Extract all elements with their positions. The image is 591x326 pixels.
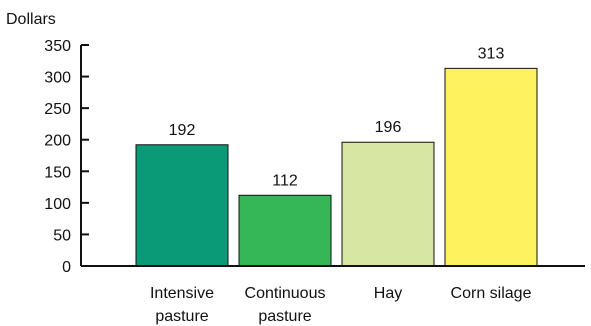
y-axis-label: Dollars <box>6 11 56 28</box>
y-tick-label-6: 300 <box>44 70 71 87</box>
data-label-1: 112 <box>272 172 298 189</box>
x-tick-label-1-1: pasture <box>258 308 311 325</box>
x-tick-label-0-0: Intensive <box>150 285 214 302</box>
x-tick-label-0-1: pasture <box>155 308 208 325</box>
data-label-3: 313 <box>478 45 505 62</box>
y-tick-label-0: 0 <box>62 259 71 276</box>
y-tick-label-4: 200 <box>44 133 71 150</box>
y-tick-label-7: 350 <box>44 38 71 55</box>
plot-area: 192 Intensive pasture 112 Continuous pasture 1… <box>44 38 585 325</box>
x-tick-label-3-0: Corn silage <box>451 285 532 302</box>
x-tick-label-1-0: Continuous <box>245 285 326 302</box>
y-tick-label-2: 100 <box>44 196 71 213</box>
y-tick-label-1: 50 <box>53 227 71 244</box>
y-tick-label-5: 250 <box>44 101 71 118</box>
data-label-2: 196 <box>375 119 402 136</box>
bar-2 <box>341 141 435 267</box>
bar-1 <box>238 194 332 267</box>
x-tick-label-2-0: Hay <box>374 285 402 302</box>
y-tick-label-3: 150 <box>44 164 71 181</box>
bar-3 <box>444 67 538 267</box>
data-label-0: 192 <box>169 122 196 139</box>
bar-0 <box>135 144 229 267</box>
